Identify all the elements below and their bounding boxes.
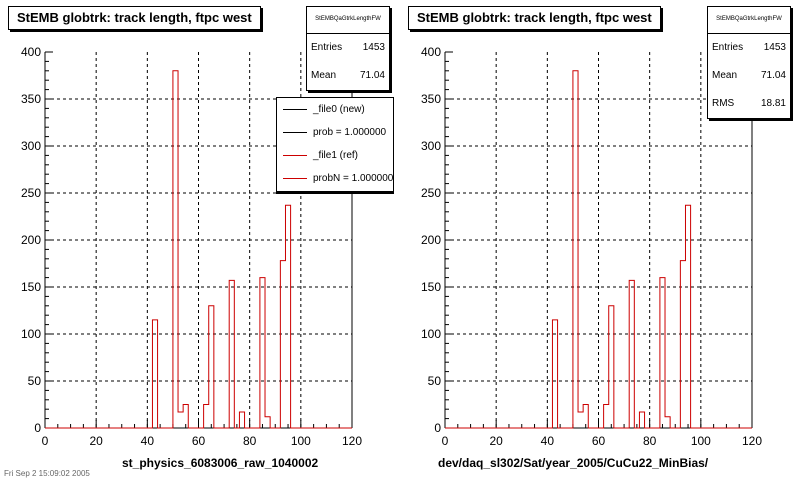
y-tick-label: 200 <box>421 233 441 247</box>
histogram-panel-left: 0 50 100 150 200 250 300 350 400 0 20 40 60 80 100 120 … <box>4 6 394 478</box>
legend-swatch <box>283 178 307 179</box>
plot-title: StEMB globtrk: track length, ftpc west <box>8 6 261 30</box>
legend: _file0 (new) prob = 1.000000 _file1 (ref… <box>276 97 394 194</box>
legend-item: probN = 1.000000 <box>277 167 393 190</box>
x-tick-label: 80 <box>643 434 657 448</box>
stats-row-entries: Entries 1453 <box>307 34 389 62</box>
y-tick-label: 300 <box>421 139 441 153</box>
legend-swatch <box>283 155 307 156</box>
stats-name: StEMBQaGtrkLengthFW <box>307 7 389 34</box>
y-tick-label: 250 <box>421 186 441 200</box>
legend-label: probN = 1.000000 <box>313 173 394 184</box>
y-tick-label: 0 <box>34 421 41 435</box>
histogram-outline <box>445 70 752 429</box>
legend-item: _file1 (ref) <box>277 144 393 167</box>
x-tick-label: 20 <box>89 434 103 448</box>
x-tick-label: 60 <box>192 434 206 448</box>
y-tick-label: 0 <box>434 421 441 435</box>
stats-row-rms: RMS 18.81 <box>708 90 790 118</box>
stats-value: 71.04 <box>760 70 786 81</box>
x-tick-label: 80 <box>243 434 257 448</box>
x-tick-label: 20 <box>489 434 503 448</box>
x-tick-label: 60 <box>592 434 606 448</box>
y-tick-label: 300 <box>21 139 41 153</box>
y-tick-label: 350 <box>21 92 41 106</box>
legend-item: prob = 1.000000 <box>277 121 393 144</box>
x-tick-label: 100 <box>291 434 311 448</box>
x-axis-title: dev/daq_sl302/Sat/year_2005/CuCu22_MinBi… <box>438 456 709 470</box>
y-tick-label: 100 <box>421 327 441 341</box>
stats-value: 18.81 <box>760 98 786 109</box>
legend-swatch <box>283 132 307 133</box>
stats-value: 1453 <box>362 42 385 53</box>
stats-name: StEMBQaGtrkLengthFW <box>708 7 790 34</box>
y-tick-label: 200 <box>21 233 41 247</box>
y-tick-label: 350 <box>421 92 441 106</box>
stats-label: Entries <box>311 42 343 53</box>
histogram-right: 0 50 100 150 200 250 300 350 400 0 20 40 60 80 100 120 <box>421 45 762 448</box>
stats-row-mean: Mean 71.04 <box>307 62 389 90</box>
stats-label: RMS <box>712 98 735 109</box>
x-axis-title: st_physics_6083006_raw_1040002 <box>122 456 319 470</box>
y-tick-label: 400 <box>21 45 41 59</box>
legend-label: _file0 (new) <box>313 104 365 115</box>
stats-label: Mean <box>311 70 337 81</box>
stats-label: Mean <box>712 70 738 81</box>
y-tick-label: 250 <box>21 186 41 200</box>
y-tick-label: 150 <box>421 280 441 294</box>
y-tick-label: 50 <box>428 374 442 388</box>
stats-row-mean: Mean 71.04 <box>708 62 790 90</box>
y-tick-label: 150 <box>21 280 41 294</box>
y-tick-label: 50 <box>28 374 42 388</box>
legend-label: _file1 (ref) <box>313 150 359 161</box>
stats-value: 1453 <box>763 42 786 53</box>
x-tick-label: 120 <box>742 434 762 448</box>
x-tick-label: 0 <box>42 434 49 448</box>
x-tick-label: 40 <box>541 434 555 448</box>
legend-swatch <box>283 109 307 110</box>
stats-label: Entries <box>712 42 744 53</box>
legend-item: _file0 (new) <box>277 98 393 121</box>
stats-box: StEMBQaGtrkLengthFW Entries 1453 Mean 71… <box>707 6 791 119</box>
plot-title: StEMB globtrk: track length, ftpc west <box>408 6 661 30</box>
y-tick-label: 100 <box>21 327 41 341</box>
stats-box: StEMBQaGtrkLengthFW Entries 1453 Mean 71… <box>306 6 390 91</box>
footer-timestamp: Fri Sep 2 15:09:02 2005 <box>4 469 90 478</box>
y-tick-label: 400 <box>421 45 441 59</box>
stats-value: 71.04 <box>359 70 385 81</box>
x-tick-label: 100 <box>691 434 711 448</box>
histogram-panel-right: 0 50 100 150 200 250 300 350 400 0 20 40 60 80 100 120 … <box>400 0 800 480</box>
histogram-outline <box>45 70 352 429</box>
x-tick-label: 120 <box>342 434 362 448</box>
x-tick-label: 40 <box>141 434 155 448</box>
x-tick-label: 0 <box>442 434 449 448</box>
legend-label: prob = 1.000000 <box>313 127 387 138</box>
stats-row-entries: Entries 1453 <box>708 34 790 62</box>
